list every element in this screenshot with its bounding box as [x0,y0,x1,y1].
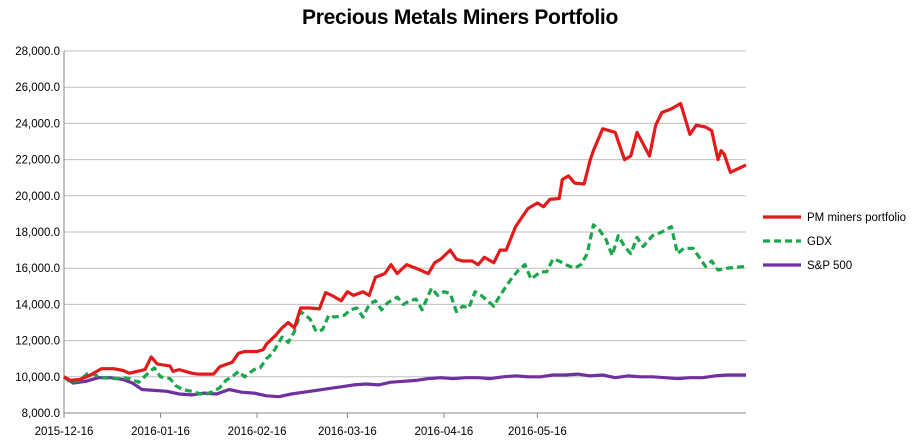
legend-label: PM miners portfolio [807,212,906,224]
y-tick-label: 16,000.0 [15,263,60,275]
y-tick-label: 14,000.0 [15,299,60,311]
series-line-s-p-500 [63,372,746,399]
y-tick-label: 8,000.0 [22,408,60,420]
y-tick-label: 22,000.0 [15,155,60,167]
x-tick-label: 2015-12-16 [35,426,94,438]
y-tick-label: 12,000.0 [15,336,60,348]
x-tick-label: 2016-02-16 [228,426,287,438]
y-tick-label: 10,000.0 [15,372,60,384]
x-tick-label: 2016-04-16 [415,426,474,438]
chart-title: Precious Metals Miners Portfolio [302,6,618,29]
series-line-gdx [62,223,747,397]
y-tick-label: 28,000.0 [15,46,60,58]
y-tick-label: 20,000.0 [15,191,60,203]
legend-label: S&P 500 [807,260,852,272]
y-tick-label: 18,000.0 [15,227,60,239]
y-tick-label: 26,000.0 [15,82,60,94]
legend-label: GDX [807,236,832,248]
series-line-pm-miners-portfolio [63,101,747,382]
y-tick-label: 24,000.0 [15,118,60,130]
x-tick-label: 2016-01-16 [131,426,190,438]
x-tick-label: 2016-05-16 [508,426,567,438]
x-tick-label: 2016-03-16 [318,426,377,438]
